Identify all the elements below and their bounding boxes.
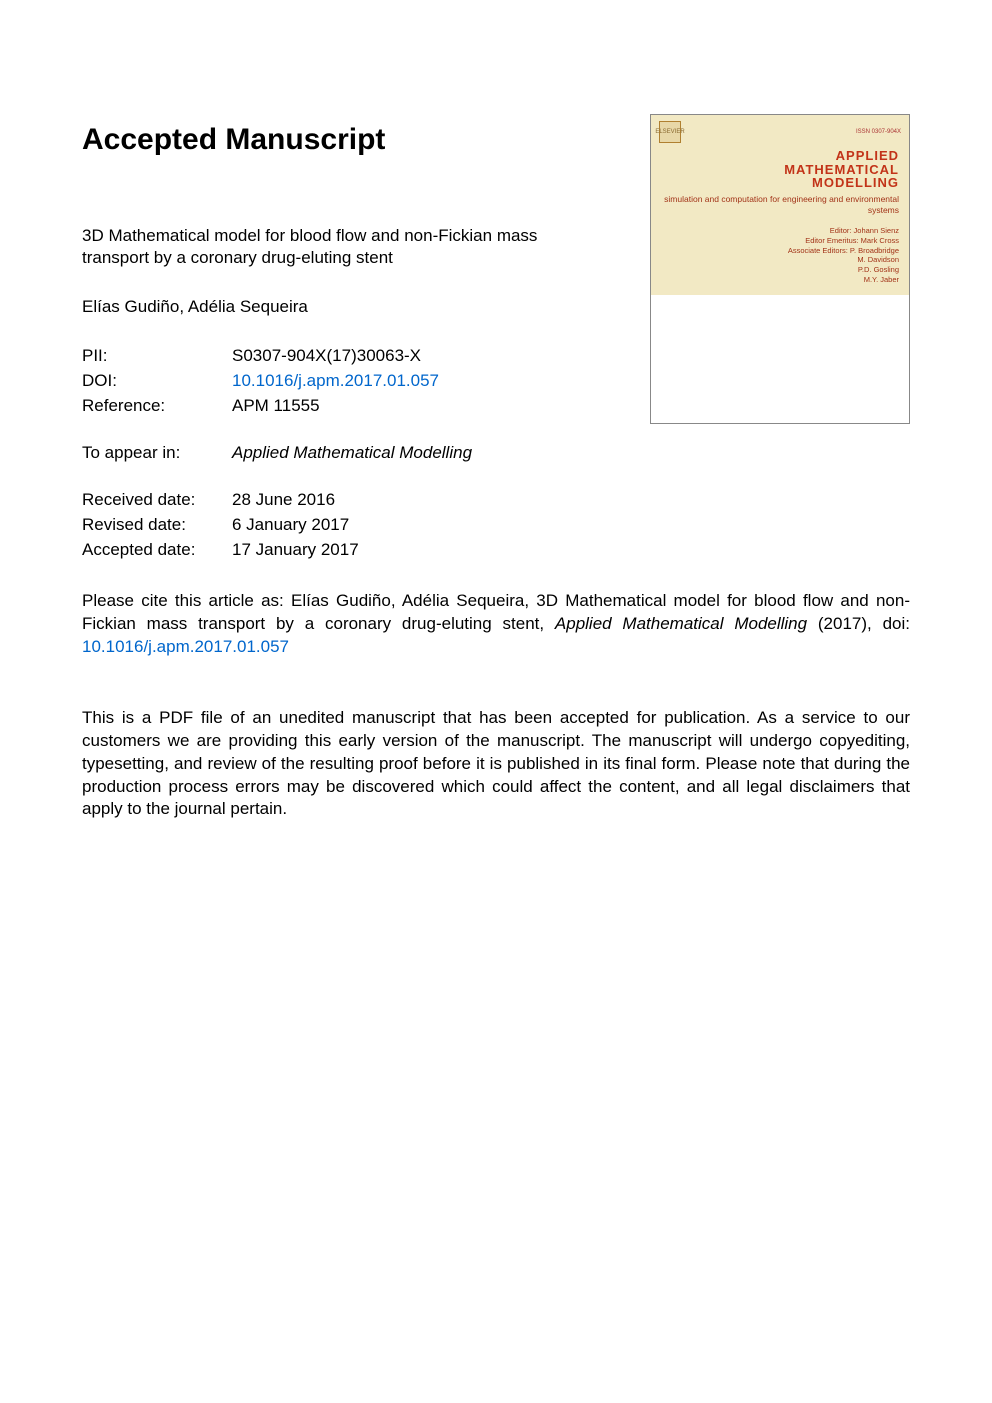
- cover-journal-title: APPLIED MATHEMATICAL MODELLING: [651, 149, 909, 192]
- doi-label: DOI:: [82, 370, 232, 393]
- cite-journal: Applied Mathematical Modelling: [555, 614, 807, 633]
- journal-cover: ELSEVIER ISSN 0307-904X APPLIED MATHEMAT…: [650, 114, 910, 424]
- cover-editor-line: Associate Editors: P. Broadbridge: [661, 246, 899, 256]
- reference-value: APM 11555: [232, 395, 320, 418]
- cover-subtitle: simulation and computation for engineeri…: [651, 192, 909, 222]
- disclaimer-text: This is a PDF file of an unedited manusc…: [82, 707, 910, 822]
- cover-editors: Editor: Johann Sienz Editor Emeritus: Ma…: [651, 222, 909, 295]
- reference-label: Reference:: [82, 395, 232, 418]
- citation-text: Please cite this article as: Elías Gudiñ…: [82, 590, 910, 659]
- cover-title-line: MATHEMATICAL: [661, 163, 899, 177]
- appear-block: To appear in: Applied Mathematical Model…: [82, 442, 910, 465]
- received-value: 28 June 2016: [232, 489, 335, 512]
- cover-title-line: APPLIED: [661, 149, 899, 163]
- cover-issn: ISSN 0307-904X: [856, 128, 901, 136]
- revised-label: Revised date:: [82, 514, 232, 537]
- accepted-label: Accepted date:: [82, 539, 232, 562]
- elsevier-logo-icon: ELSEVIER: [659, 121, 681, 143]
- cover-editor-line: P.D. Gosling: [661, 265, 899, 275]
- pii-label: PII:: [82, 345, 232, 368]
- doi-link[interactable]: 10.1016/j.apm.2017.01.057: [232, 370, 439, 393]
- revised-value: 6 January 2017: [232, 514, 349, 537]
- appear-value: Applied Mathematical Modelling: [232, 442, 472, 465]
- cover-editor-line: Editor Emeritus: Mark Cross: [661, 236, 899, 246]
- pii-value: S0307-904X(17)30063-X: [232, 345, 421, 368]
- accepted-value: 17 January 2017: [232, 539, 359, 562]
- appear-label: To appear in:: [82, 442, 232, 465]
- received-label: Received date:: [82, 489, 232, 512]
- cover-editor-line: M.Y. Jaber: [661, 275, 899, 285]
- cite-year: (2017), doi:: [807, 614, 910, 633]
- cover-title-line: MODELLING: [661, 176, 899, 190]
- cover-blank-area: [651, 295, 909, 423]
- cover-editor-line: M. Davidson: [661, 255, 899, 265]
- article-title: 3D Mathematical model for blood flow and…: [82, 225, 602, 271]
- cover-editor-line: Editor: Johann Sienz: [661, 226, 899, 236]
- dates-block: Received date: 28 June 2016 Revised date…: [82, 489, 910, 562]
- cite-doi-link[interactable]: 10.1016/j.apm.2017.01.057: [82, 637, 289, 656]
